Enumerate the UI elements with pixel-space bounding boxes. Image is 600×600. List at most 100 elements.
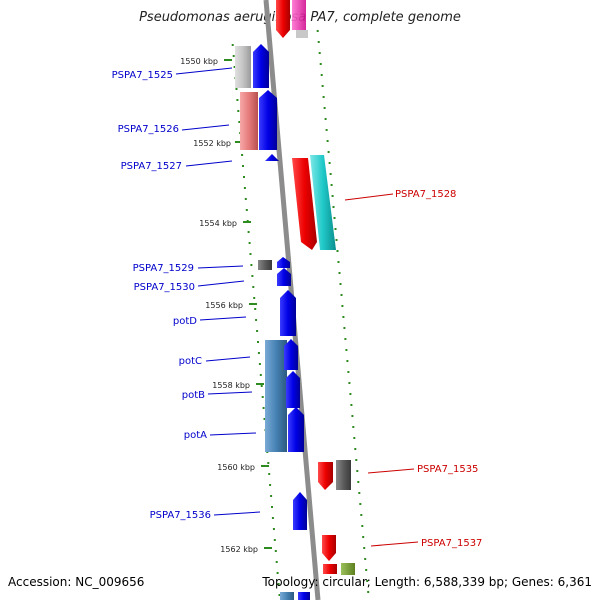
tick-dot — [323, 107, 326, 109]
tick-dot — [276, 572, 279, 574]
tick-dot — [362, 536, 365, 538]
gene-label[interactable]: PSPA7_1529 — [133, 263, 194, 274]
gene-label[interactable]: PSPA7_1537 — [421, 538, 482, 549]
label-PSPA7-1527[interactable]: PSPA7_1527 — [121, 160, 233, 172]
label-PSPA7-1525[interactable]: PSPA7_1525 — [112, 67, 233, 81]
scale-1552: 1552 kbp — [193, 139, 243, 148]
feature-grey-1525[interactable] — [235, 46, 251, 88]
tick-dot — [247, 231, 250, 233]
tick-dot — [329, 173, 332, 175]
gene-label[interactable]: PSPA7_1525 — [112, 70, 173, 81]
tick-dot — [363, 547, 366, 549]
label-potD[interactable]: potD — [173, 316, 247, 327]
tick-dot — [318, 52, 321, 54]
tick-dot — [252, 286, 255, 288]
gene-label[interactable]: PSPA7_1528 — [395, 189, 456, 200]
gene-label[interactable]: potA — [184, 430, 207, 441]
feature-pink-1526[interactable] — [240, 92, 258, 150]
tick-dot — [359, 503, 362, 505]
label-potB[interactable]: potB — [182, 390, 253, 401]
gene-bottom-red[interactable] — [323, 564, 337, 574]
scale-label: 1560 kbp — [217, 463, 255, 472]
label-PSPA7-1536[interactable]: PSPA7_1536 — [150, 510, 261, 521]
gene-top-red[interactable] — [276, 0, 290, 38]
scale-label: 1554 kbp — [199, 219, 237, 228]
gene-PSPA7-1536[interactable] — [293, 492, 307, 530]
tick-dot — [271, 517, 274, 519]
gene-PSPA7-1530[interactable] — [277, 268, 291, 286]
gene-label[interactable]: PSPA7_1526 — [118, 124, 179, 135]
tick-dot — [330, 184, 333, 186]
gene-label[interactable]: potC — [179, 356, 202, 367]
tick-dot — [361, 525, 364, 527]
gene-top-pink[interactable] — [292, 0, 308, 38]
tick-dot — [274, 550, 277, 552]
tick-dot — [339, 283, 342, 285]
tick-dot — [243, 176, 245, 178]
tick-dot — [341, 305, 344, 307]
tick-dot — [351, 415, 354, 417]
tick-dot — [340, 294, 343, 296]
tick-dot — [255, 319, 258, 321]
tick-dot — [321, 85, 324, 87]
gene-PSPA7-1535[interactable] — [318, 462, 333, 490]
tick-dot — [365, 569, 368, 571]
gene-PSPA7-1527[interactable] — [265, 154, 279, 161]
tick-dot — [263, 418, 266, 420]
gene-potC[interactable] — [284, 339, 298, 370]
gene-label[interactable]: potB — [182, 390, 205, 401]
scale-1562: 1562 kbp — [220, 545, 272, 554]
label-PSPA7-1537[interactable]: PSPA7_1537 — [370, 538, 482, 549]
label-PSPA7-1526[interactable]: PSPA7_1526 — [118, 124, 230, 135]
feature-bottom-strip[interactable] — [280, 592, 310, 600]
tick-dot — [243, 187, 246, 189]
gene-label[interactable]: PSPA7_1535 — [417, 464, 478, 475]
tick-dot — [319, 63, 322, 65]
topology-summary: Topology: circular; Length: 6,588,339 bp… — [262, 575, 592, 589]
feature-steel-pot[interactable] — [265, 340, 287, 452]
scale-1558: 1558 kbp — [212, 381, 264, 390]
gene-label[interactable]: PSPA7_1527 — [121, 161, 182, 172]
gene-PSPA7-1537[interactable] — [322, 535, 336, 561]
tick-dot — [245, 209, 248, 211]
feature-olive-bottom[interactable] — [341, 563, 355, 575]
tick-dot — [345, 349, 348, 351]
tick-dot — [324, 118, 327, 120]
tick-dot — [352, 426, 355, 428]
gene-PSPA7-1525[interactable] — [253, 44, 269, 88]
tick-dot — [241, 154, 244, 156]
label-PSPA7-1535[interactable]: PSPA7_1535 — [367, 464, 478, 475]
gene-PSPA7-1528[interactable] — [292, 158, 317, 250]
feature-dark-1535[interactable] — [336, 460, 351, 490]
scale-1556: 1556 kbp — [205, 301, 257, 310]
tick-dot — [355, 459, 358, 461]
tick-dot — [231, 44, 234, 46]
label-PSPA7-1530[interactable]: PSPA7_1530 — [134, 280, 245, 293]
gene-label[interactable]: PSPA7_1530 — [134, 282, 195, 293]
feature-dark-1529[interactable] — [258, 260, 272, 270]
label-PSPA7-1528[interactable]: PSPA7_1528 — [344, 189, 456, 201]
gene-label[interactable]: potD — [173, 316, 197, 327]
tick-dot — [350, 404, 353, 406]
feature-cyan-1528[interactable] — [310, 155, 336, 250]
scale-label: 1558 kbp — [212, 381, 250, 390]
tick-dot — [326, 140, 329, 142]
tick-dot — [366, 580, 369, 582]
tick-dot — [360, 514, 363, 516]
gene-PSPA7-1526[interactable] — [259, 90, 277, 150]
label-potA[interactable]: potA — [184, 430, 257, 441]
gene-label[interactable]: PSPA7_1536 — [150, 510, 211, 521]
gene-potD[interactable] — [280, 290, 296, 336]
tick-dot — [259, 374, 262, 376]
label-potC[interactable]: potC — [179, 356, 251, 367]
scale-1550: 1550 kbp — [180, 57, 232, 66]
gene-potA[interactable] — [288, 407, 304, 452]
label-PSPA7-1529[interactable]: PSPA7_1529 — [133, 263, 244, 274]
tick-dot — [268, 473, 271, 475]
tick-dot — [269, 484, 272, 486]
tick-dot — [357, 481, 360, 483]
tick-dot — [251, 275, 254, 277]
gene-potB[interactable] — [286, 371, 300, 408]
gene-PSPA7-1529[interactable] — [277, 257, 290, 268]
